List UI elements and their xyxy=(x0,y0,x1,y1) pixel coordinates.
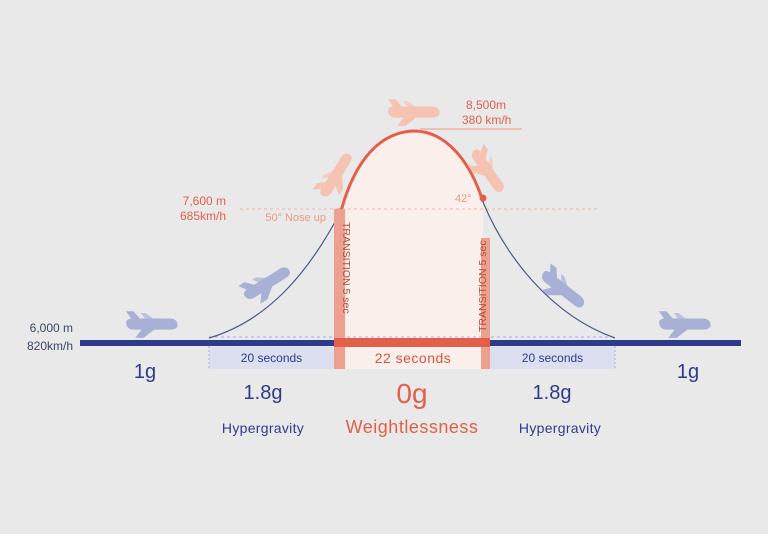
phase-name-hypergravity-right: Hypergravity xyxy=(518,420,602,436)
transition-right-label: TRANSITION 5 sec xyxy=(477,240,489,332)
airplane-icon xyxy=(238,258,297,309)
g-level-cruise-right: 1g xyxy=(676,361,700,383)
start-altitude-label: 6,000 m xyxy=(29,321,73,335)
airplane-icon xyxy=(659,311,711,338)
pullup-speed-label: 685km/h xyxy=(179,209,226,223)
duration-hypergravity-left: 20 seconds xyxy=(240,351,303,365)
g-level-cruise-left: 1g xyxy=(133,361,157,383)
pullup-altitude-label: 7,600 m xyxy=(182,194,226,208)
weightless-bar xyxy=(334,338,490,347)
airplane-icon xyxy=(534,263,592,317)
airplane-icon xyxy=(388,99,440,126)
g-level-hypergravity-left: 1.8g xyxy=(243,382,283,404)
start-speed-label: 820km/h xyxy=(26,339,73,353)
transition-bar-right xyxy=(481,238,490,369)
transition-bar-left xyxy=(334,209,345,369)
duration-weightlessness: 22 seconds xyxy=(374,350,452,366)
duration-hypergravity-right: 20 seconds xyxy=(521,351,584,365)
apex-speed-label: 380 km/h xyxy=(462,113,512,127)
climb-curve xyxy=(208,210,342,339)
apex-altitude-label: 8,500m xyxy=(466,98,507,112)
hypergravity-band-left xyxy=(209,347,334,369)
hypergravity-band-right xyxy=(490,347,615,369)
nose-up-angle-label: 50° Nose up xyxy=(265,212,326,224)
weightless-zone-fill xyxy=(341,131,483,338)
transition-left-label: TRANSITION 5 sec xyxy=(340,222,352,314)
parabola-arc xyxy=(339,129,485,212)
g-level-hypergravity-right: 1.8g xyxy=(532,382,572,404)
phase-name-hypergravity-left: Hypergravity xyxy=(221,420,305,436)
g-level-weightlessness: 0g xyxy=(396,378,428,409)
weightless-band xyxy=(345,347,481,369)
phase-name-weightlessness: Weightlessness xyxy=(345,417,479,437)
airplane-icon xyxy=(126,311,178,338)
pushout-point xyxy=(479,194,487,202)
pushout-angle-label: 42° xyxy=(455,193,472,205)
descent-curve xyxy=(482,201,616,339)
